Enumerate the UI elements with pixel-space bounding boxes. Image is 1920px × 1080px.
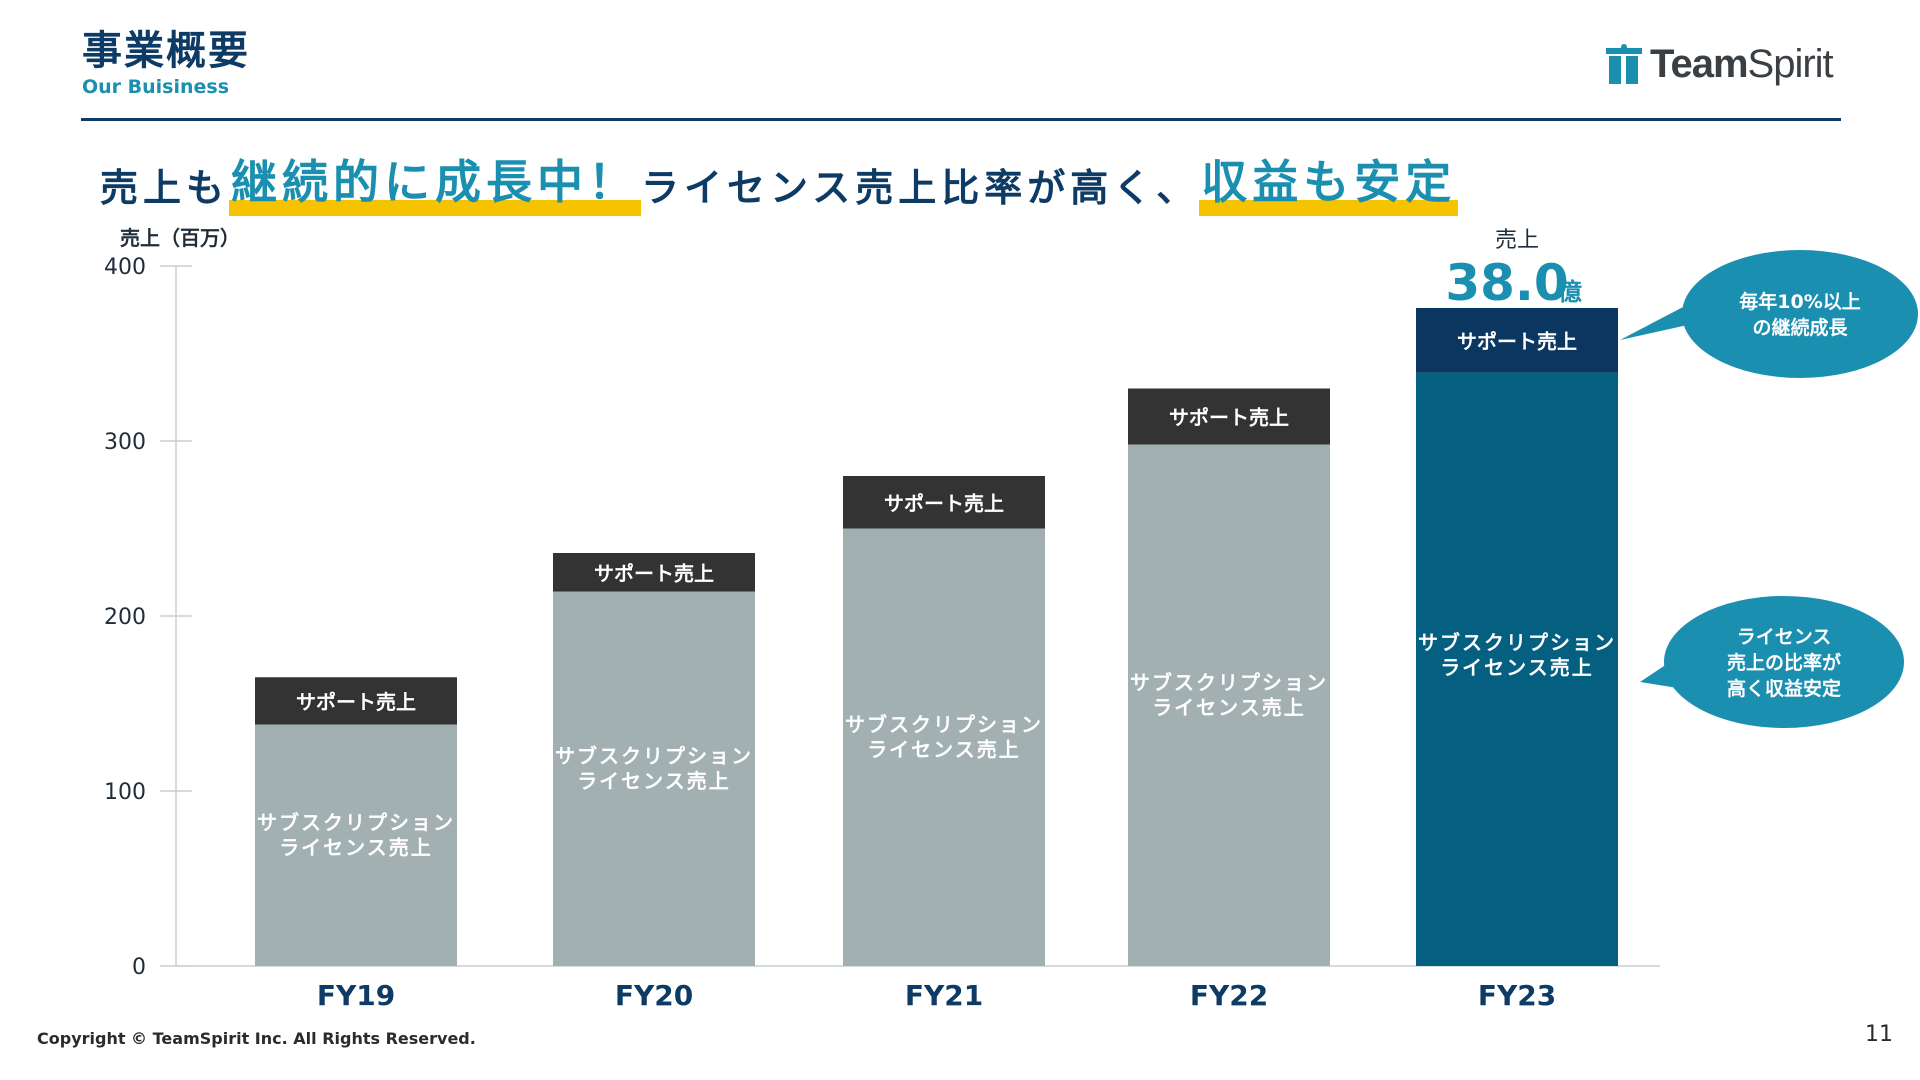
license-label-line2: ライセンス売上 xyxy=(1152,695,1306,719)
bar-support-fy23 xyxy=(1416,308,1618,373)
license-label-line1: サブスクリプション xyxy=(1418,630,1616,654)
x-category-label: FY23 xyxy=(1478,979,1556,1012)
page-title: 事業概要 xyxy=(82,28,250,74)
support-label: サポート売上 xyxy=(1457,329,1577,353)
bubble-growth-text: 毎年10%以上 xyxy=(1739,290,1860,313)
license-label-line1: サブスクリプション xyxy=(555,744,753,768)
y-tick-label: 100 xyxy=(104,780,146,805)
bar-license-fy20 xyxy=(553,591,755,966)
copyright-text: Copyright © TeamSpirit Inc. All Rights R… xyxy=(37,1029,476,1048)
y-tick-label: 0 xyxy=(132,955,146,980)
y-tick-label: 300 xyxy=(104,430,146,455)
bubble-stability-text: 高く収益安定 xyxy=(1727,677,1841,700)
bubble-growth xyxy=(1682,250,1918,378)
bubble-stability xyxy=(1664,596,1904,728)
license-label-line2: ライセンス売上 xyxy=(867,737,1021,761)
total-callout-value: 38.0 xyxy=(1445,254,1568,312)
bubble-stability-text: ライセンス xyxy=(1737,626,1832,648)
support-label: サポート売上 xyxy=(1169,406,1289,430)
x-category-label: FY22 xyxy=(1190,979,1268,1012)
company-logo: Team Spirit xyxy=(1606,38,1834,90)
license-label-line1: サブスクリプション xyxy=(845,712,1043,736)
license-label-line2: ライセンス売上 xyxy=(1440,655,1594,679)
x-category-label: FY20 xyxy=(615,979,693,1012)
header-divider xyxy=(81,118,1841,121)
license-label-line1: サブスクリプション xyxy=(257,810,455,834)
headline-part-2: ライセンス売上比率が高く、 xyxy=(641,166,1200,210)
bar-support-fy19 xyxy=(255,677,457,725)
bar-support-fy22 xyxy=(1128,388,1330,445)
logo-text-bold: Team xyxy=(1650,41,1749,86)
support-label: サポート売上 xyxy=(296,690,416,714)
y-tick-label: 400 xyxy=(104,255,146,280)
support-label: サポート売上 xyxy=(884,491,1004,515)
bar-support-fy21 xyxy=(843,476,1045,529)
bar-support-fy20 xyxy=(553,553,755,592)
logo-text-light: Spirit xyxy=(1747,41,1834,86)
license-label-line1: サブスクリプション xyxy=(1130,670,1328,694)
bar-license-fy19 xyxy=(255,724,457,966)
headline-part-1: 売上も xyxy=(100,166,230,210)
y-axis-label: 売上（百万） xyxy=(120,226,240,250)
license-label-line2: ライセンス売上 xyxy=(577,769,731,793)
y-tick-label: 200 xyxy=(104,605,146,630)
total-callout-unit: 億 xyxy=(1558,278,1582,306)
x-category-label: FY19 xyxy=(317,979,395,1012)
support-label: サポート売上 xyxy=(594,561,714,585)
bar-license-fy21 xyxy=(843,528,1045,966)
headline: 売上も 継続的に成長中！ ライセンス売上比率が高く、 収益も安定 xyxy=(100,150,1459,216)
page-number: 11 xyxy=(1865,1022,1893,1047)
x-category-label: FY21 xyxy=(905,979,983,1012)
license-label-line2: ライセンス売上 xyxy=(279,835,433,859)
bubble-stability-text: 売上の比率が xyxy=(1727,651,1841,674)
bubble-growth-text: の継続成長 xyxy=(1752,316,1848,339)
bar-license-fy22 xyxy=(1128,444,1330,966)
total-callout-label: 売上 xyxy=(1495,228,1539,253)
bar-license-fy23 xyxy=(1416,372,1618,966)
page-subtitle: Our Buisiness xyxy=(82,76,230,98)
logo-mark-icon xyxy=(1606,44,1642,84)
